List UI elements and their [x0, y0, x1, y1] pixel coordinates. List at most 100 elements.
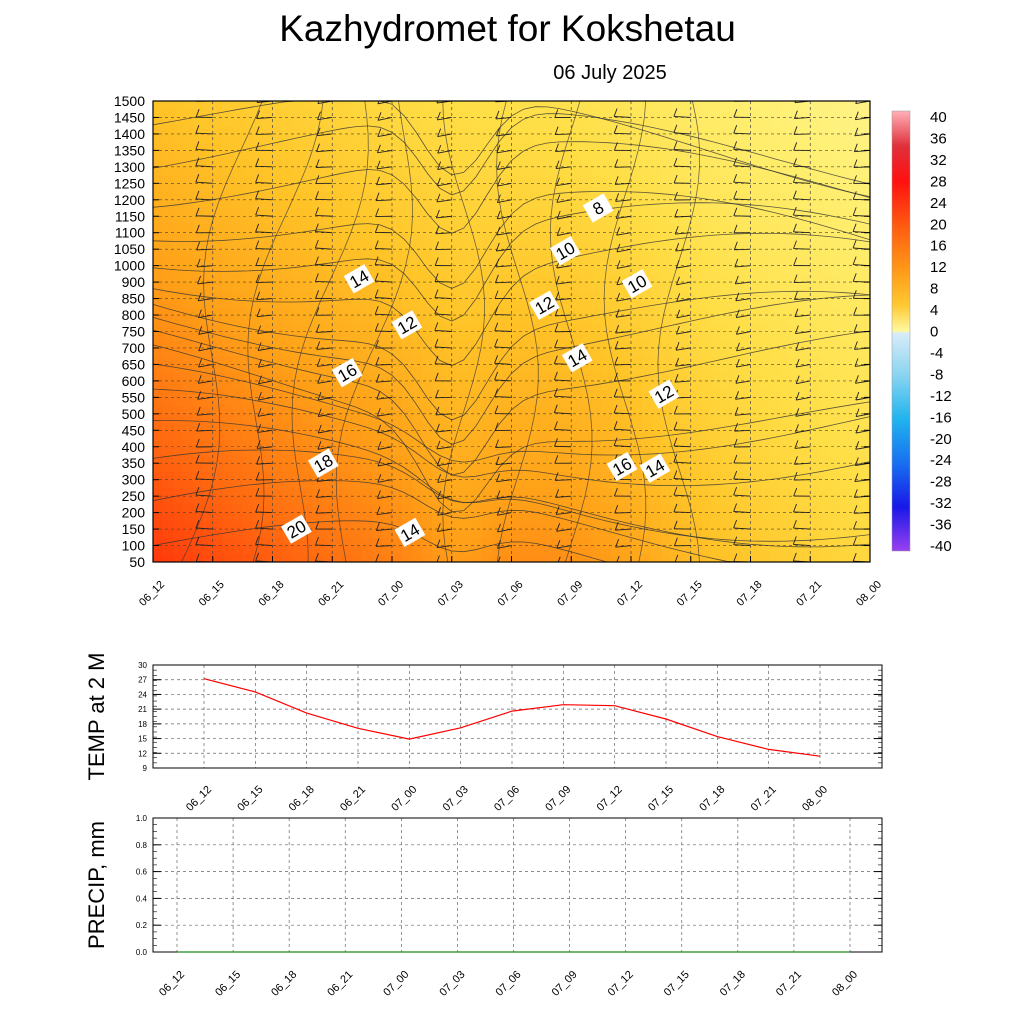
heat-cell [790, 389, 801, 398]
heat-cell [162, 496, 174, 505]
heat-cell [820, 257, 831, 267]
heat-cell [471, 224, 483, 234]
heat-cell [441, 216, 453, 226]
heat-cell [830, 298, 841, 308]
heat-cell [670, 298, 682, 308]
heat-cell [212, 175, 224, 184]
heat-cell [601, 438, 612, 448]
heat-cell [690, 356, 702, 366]
heat-cell [282, 323, 294, 333]
heat-cell [780, 339, 791, 349]
heat-cell [660, 356, 672, 366]
wind-barb-feather [494, 322, 499, 331]
heat-cell [700, 463, 712, 473]
wind-barb-feather [496, 226, 501, 236]
heat-cell [441, 347, 453, 357]
heat-cell [740, 537, 752, 547]
heat-cell [431, 397, 443, 407]
heat-cell [312, 479, 323, 489]
heat-cell [800, 183, 811, 193]
heat-cell [182, 389, 194, 398]
heat-cell [800, 282, 811, 291]
wind-barb-feather [553, 404, 558, 413]
heat-cell [710, 117, 722, 127]
heat-cell [700, 545, 712, 555]
heat-cell [481, 306, 493, 316]
wind-barb-feather [195, 190, 200, 200]
heat-cell [491, 389, 503, 398]
heat-cell [162, 265, 174, 275]
wind-barb-feather [555, 93, 558, 101]
heat-cell [571, 306, 582, 316]
heat-cell [720, 216, 732, 226]
heat-cell [820, 479, 831, 489]
heat-cell [740, 331, 752, 341]
heat-cell [800, 463, 811, 473]
heat-cell [790, 512, 801, 522]
heat-cell [631, 101, 642, 110]
heat-cell [840, 454, 851, 464]
wind-barb-feather [853, 159, 858, 168]
heat-cell [252, 133, 264, 143]
heat-cell [162, 240, 174, 250]
heat-cell [471, 389, 483, 398]
heat-cell [242, 487, 254, 497]
heat-cell [441, 463, 453, 473]
heat-cell [312, 232, 323, 242]
heat-cell [640, 389, 652, 398]
heat-cell [830, 142, 841, 151]
heat-cell [591, 479, 602, 489]
wind-barb [317, 133, 333, 137]
heat-cell [192, 150, 204, 160]
heat-cell [551, 356, 562, 366]
heat-cell [282, 356, 294, 366]
heat-cell [860, 512, 870, 522]
heat-cell [770, 240, 781, 250]
heat-cell [720, 183, 732, 193]
heat-cell [581, 422, 592, 431]
heat-cell [232, 199, 244, 209]
heat-cell [750, 537, 762, 547]
heat-cell [272, 438, 284, 448]
wind-barb [195, 165, 213, 168]
heat-cell [162, 125, 174, 135]
heat-cell [720, 380, 732, 390]
heat-cell [372, 150, 383, 160]
heat-cell [182, 133, 194, 143]
wind-barb-feather [793, 110, 798, 119]
heat-cell [551, 438, 562, 448]
heat-cell [571, 446, 582, 456]
heat-cell [312, 298, 323, 308]
heat-cell [222, 183, 234, 193]
heat-cell [401, 125, 413, 135]
heat-cell [481, 405, 493, 415]
heat-cell [571, 504, 582, 514]
heat-cell [372, 183, 383, 193]
heat-cell [212, 150, 224, 160]
heat-cell [302, 249, 313, 259]
heat-cell [760, 240, 772, 250]
heat-cell [800, 520, 811, 530]
heat-cell [491, 405, 503, 415]
heat-cell [511, 496, 523, 505]
heat-cell [401, 175, 413, 184]
heat-cell [621, 496, 632, 505]
heat-cell [690, 446, 702, 456]
heat-cell [302, 240, 313, 250]
wind-barb [315, 247, 333, 250]
heat-cell [481, 240, 493, 250]
heat-cell [650, 183, 662, 193]
heat-cell [561, 175, 572, 184]
heat-cell [571, 430, 582, 440]
heat-cell [352, 306, 363, 316]
heat-cell [362, 520, 373, 530]
wind-barb [437, 479, 452, 483]
heat-cell [322, 405, 333, 415]
wind-barb-feather [733, 174, 738, 183]
wind-barb-feather [614, 356, 619, 366]
wind-barb-feather [734, 407, 739, 416]
heat-cell [700, 216, 712, 226]
heat-cell [640, 364, 652, 374]
heat-cell [302, 282, 313, 291]
heat-cell [690, 389, 702, 398]
